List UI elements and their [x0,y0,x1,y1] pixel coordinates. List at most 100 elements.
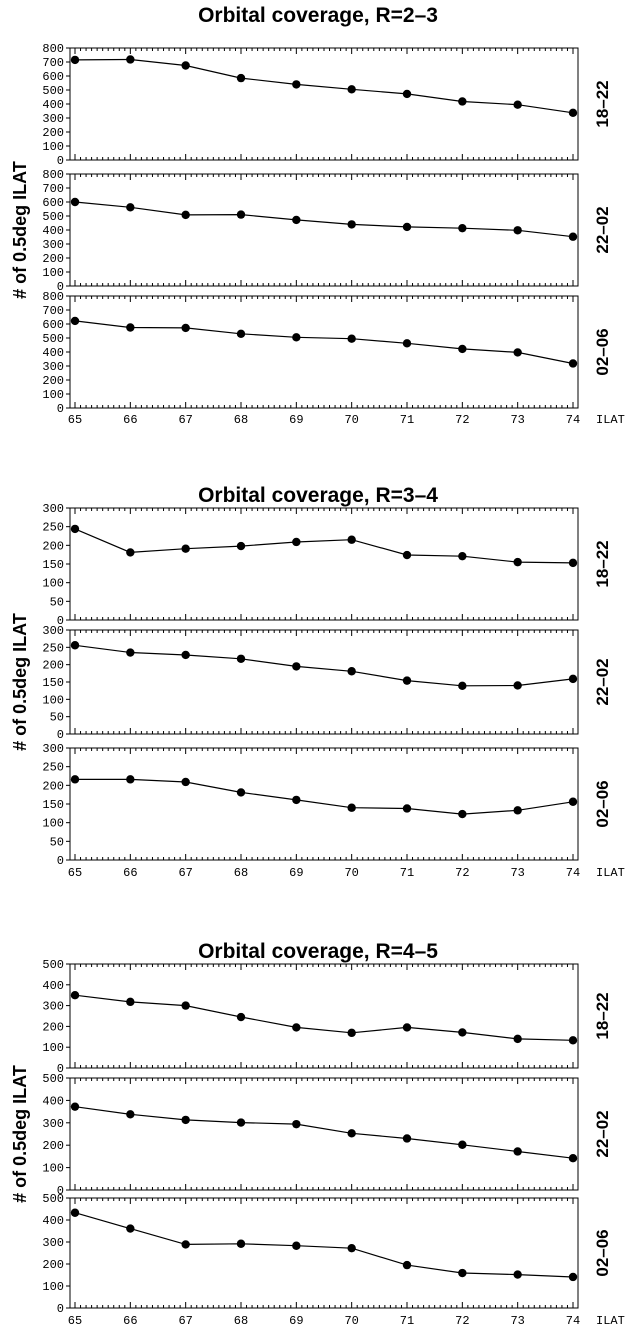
y-tick-label: 50 [50,711,64,725]
data-point [236,1118,246,1127]
data-point [181,323,190,333]
data-point [126,648,135,657]
y-tick-label: 100 [42,388,64,402]
data-point [292,1241,301,1250]
y-tick-label: 0 [57,1302,64,1316]
y-tick-label: 50 [50,835,64,849]
series-line [74,1212,574,1278]
y-tick-label: 0 [57,280,64,294]
y-tick-label: 100 [42,140,64,154]
data-point [70,641,80,650]
y-tick-label: 300 [42,502,64,516]
panel-22-02: 0 50 100 150 200 250 300 22–02 [42,624,612,742]
y-tick-label: 100 [42,693,64,707]
data-point [70,55,80,65]
panel-frame [69,507,579,621]
y-tick-label: 250 [42,761,64,775]
x-tick-label: 74 [566,1314,580,1328]
y-tick-label: 150 [42,676,64,690]
panel-label: 22–02 [593,206,612,253]
y-tick-label: 600 [42,196,64,210]
x-tick-label: 67 [178,866,192,880]
data-point [70,524,80,534]
x-tick-label: 65 [68,866,82,880]
y-axis-label: # of 0.5deg ILAT [10,613,30,751]
data-point [126,203,135,212]
x-tick-label: 66 [123,866,137,880]
data-point [402,222,412,232]
y-axis-label: # of 0.5deg ILAT [10,161,30,299]
data-point [568,232,578,241]
data-point [568,558,578,568]
data-point [126,548,135,557]
x-axis-label: ILAT [596,1314,625,1328]
x-tick-label: 73 [510,1314,524,1328]
series-line [74,994,574,1041]
x-tick-label: 71 [400,413,414,427]
x-tick-label: 69 [289,413,303,427]
y-tick-label: 0 [57,614,64,628]
data-point [292,215,301,225]
y-tick-label: 200 [42,1258,64,1272]
data-point [347,1243,356,1253]
data-point [236,788,246,797]
data-point [236,210,246,219]
data-point [292,795,301,805]
data-point [568,1153,578,1163]
x-tick-label: 72 [455,413,469,427]
y-tick-label: 400 [42,979,64,993]
data-point [568,1272,578,1282]
data-point [347,803,356,812]
panel-label: 22–02 [593,658,612,705]
panel-frame [69,1077,579,1191]
y-tick-label: 300 [42,1236,64,1250]
x-tick-label: 69 [289,866,303,880]
data-point [347,535,356,544]
panel-frame [69,963,579,1069]
y-tick-label: 700 [42,182,64,196]
y-tick-label: 300 [42,1000,64,1014]
data-point [347,1028,356,1038]
data-point [126,1110,135,1119]
x-tick-label: 72 [455,1314,469,1328]
data-point [347,334,356,343]
x-tick-label: 68 [234,413,248,427]
panel-label: 02–06 [593,328,612,375]
series-line [75,778,574,815]
y-tick-label: 0 [57,854,64,868]
y-tick-label: 800 [42,42,64,56]
data-point [458,97,467,106]
chart-title: Orbital coverage, R=2–3 [198,4,438,27]
chart-group-1: Orbital coverage, R=2–3 01002003004005006… [10,4,625,427]
data-point [513,681,522,690]
data-point [568,674,578,684]
data-point [70,1102,80,1111]
y-tick-label: 300 [42,360,64,374]
data-point [126,1224,135,1233]
x-tick-label: 65 [68,413,82,427]
data-point [568,108,578,118]
data-point [513,806,522,815]
panel-22-02: 0 100 200 300 400 500 22–02 [42,1072,612,1198]
data-point [181,61,190,70]
data-point [236,329,246,338]
data-point [402,1134,412,1143]
data-point [236,1012,246,1022]
panel-frame [69,295,579,409]
data-point [70,775,80,784]
y-tick-label: 500 [42,1072,64,1086]
x-tick-label: 73 [510,866,524,880]
x-tick-label: 74 [566,413,580,427]
data-point [236,654,246,663]
data-point [458,223,467,233]
x-tick-label: 65 [68,1314,82,1328]
data-point [70,197,80,207]
data-point [292,537,301,547]
data-point [402,1260,412,1270]
y-tick-label: 800 [42,168,64,182]
x-tick-label: 69 [289,1314,303,1328]
data-point [347,220,356,229]
data-point [458,681,467,691]
